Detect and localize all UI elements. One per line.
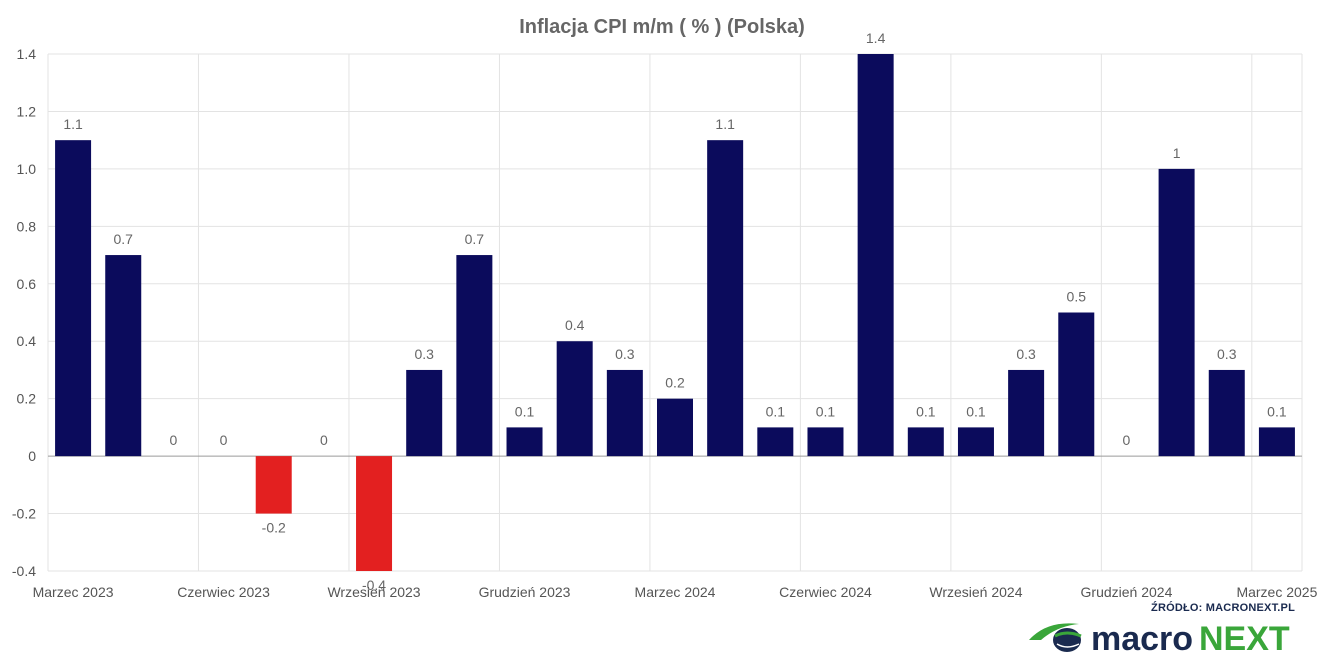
x-tick-label: Marzec 2024 — [635, 584, 716, 600]
swoosh-globe-icon — [1029, 623, 1082, 652]
data-label: 0.3 — [1016, 346, 1036, 362]
data-label: 0 — [1123, 432, 1131, 448]
bar — [556, 341, 593, 457]
logo-word-next: NEXT — [1199, 620, 1290, 658]
bar — [1258, 427, 1295, 457]
data-label: 0.7 — [465, 231, 485, 247]
bar — [657, 398, 693, 457]
y-tick-label: 0.6 — [17, 276, 37, 292]
y-axis-tick-labels: -0.4 -0.2 0 0.2 0.4 0.6 0.8 1.0 1.2 1.4 — [12, 46, 36, 579]
y-tick-label: 1.2 — [17, 103, 37, 119]
data-label: -0.2 — [262, 520, 286, 536]
data-label: 1.1 — [63, 116, 83, 132]
x-tick-label: Wrzesień 2024 — [929, 584, 1022, 600]
bar — [1008, 369, 1045, 457]
data-label: 1 — [1173, 145, 1181, 161]
data-label: 0.1 — [966, 403, 986, 419]
bar — [807, 427, 844, 457]
bar — [1158, 168, 1195, 457]
data-label: 0.1 — [766, 403, 786, 419]
bar — [757, 427, 794, 457]
bar — [55, 140, 92, 457]
x-tick-label: Czerwiec 2024 — [779, 584, 872, 600]
y-tick-label: 0 — [28, 448, 36, 464]
logo-word-macro: macro — [1091, 620, 1193, 658]
data-label: 0.5 — [1067, 289, 1087, 305]
y-tick-label: 0.2 — [17, 391, 37, 407]
x-tick-label: Wrzesień 2023 — [327, 584, 420, 600]
y-tick-label: -0.2 — [12, 506, 36, 522]
bar — [105, 255, 142, 457]
bar — [255, 456, 292, 514]
x-tick-label: Czerwiec 2023 — [177, 584, 270, 600]
horizontal-gridlines — [48, 53, 1302, 572]
y-tick-label: -0.4 — [12, 563, 36, 579]
data-label: 0.1 — [515, 403, 535, 419]
data-label: 0.3 — [414, 346, 434, 362]
x-tick-label: Marzec 2023 — [33, 584, 114, 600]
bar — [506, 427, 543, 457]
data-label: -0.4 — [362, 577, 386, 593]
bars — [55, 54, 1295, 571]
bar — [1208, 369, 1245, 457]
bar — [606, 369, 643, 457]
source-branding: ŹRÓDŁO: MACRONEXT.PL macro NEXT — [1027, 602, 1297, 658]
bar — [406, 369, 443, 457]
bar — [907, 427, 944, 457]
data-label: 0 — [320, 432, 328, 448]
y-tick-label: 1.4 — [17, 46, 37, 62]
data-labels: 1.1 0.7 0 0 -0.2 0 -0.4 0.3 0.7 0.1 0.4 0.3 0.2 1.1 0.… — [63, 30, 1287, 593]
data-label: 0.7 — [114, 231, 134, 247]
chart-title: Inflacja CPI m/m ( % ) (Polska) — [519, 16, 805, 38]
x-axis-tick-labels: Marzec 2023 Czerwiec 2023 Wrzesień 2023 Gru… — [33, 584, 1318, 600]
y-tick-label: 0.8 — [17, 218, 37, 234]
x-tick-label: Grudzień 2023 — [479, 584, 571, 600]
bar — [707, 140, 744, 457]
data-label: 0.1 — [1267, 403, 1287, 419]
source-note: ŹRÓDŁO: MACRONEXT.PL — [1151, 602, 1295, 614]
data-label: 0 — [220, 432, 228, 448]
x-tick-label: Grudzień 2024 — [1081, 584, 1173, 600]
data-label: 0.4 — [565, 317, 585, 333]
data-label: 0.3 — [1217, 346, 1237, 362]
x-tick-label: Marzec 2025 — [1236, 584, 1317, 600]
bar — [456, 255, 493, 457]
data-label: 0.1 — [916, 403, 936, 419]
macronext-logo: macro NEXT — [1029, 620, 1290, 658]
bar — [857, 54, 894, 457]
data-label: 1.4 — [866, 30, 886, 46]
data-label: 0.1 — [816, 403, 836, 419]
vertical-gridlines — [47, 54, 1303, 571]
bar — [1058, 312, 1095, 457]
data-label: 0.3 — [615, 346, 635, 362]
y-tick-label: 0.4 — [17, 333, 37, 349]
data-label: 1.1 — [715, 116, 735, 132]
y-tick-label: 1.0 — [17, 161, 37, 177]
bar — [957, 427, 994, 457]
bar — [356, 456, 393, 571]
data-label: 0.2 — [665, 375, 685, 391]
data-label: 0 — [170, 432, 178, 448]
